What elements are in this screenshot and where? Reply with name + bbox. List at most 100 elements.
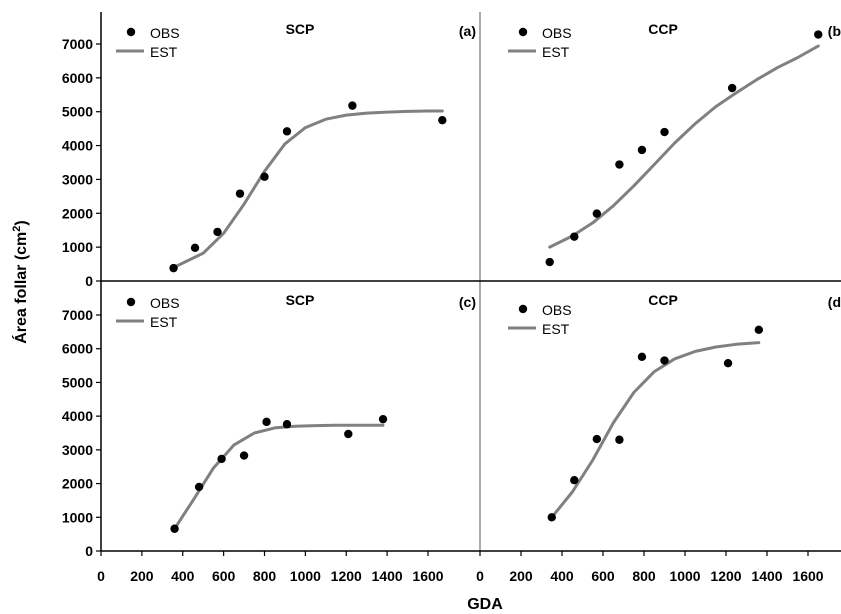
x-tick-label-200: 200 xyxy=(130,568,154,584)
y-tick-label-2000: 2000 xyxy=(62,205,93,221)
observed-point xyxy=(438,115,447,125)
y-tick-label-7000: 7000 xyxy=(62,36,93,52)
legend-observed-marker xyxy=(518,304,528,314)
y-axis-title-superscript: 2 xyxy=(11,226,23,232)
legend-observed-marker xyxy=(126,27,136,37)
panel-d: 0 200 400 600 800 1000 1200 1400 1600 CCP (d OBS EST xyxy=(476,292,841,584)
observed-point xyxy=(723,359,733,368)
legend-estimated-label: EST xyxy=(542,321,570,337)
observed-point xyxy=(348,101,357,110)
panel-c: 0 1000 2000 3000 4000 5000 6000 7000 0 200 400 600 8… xyxy=(62,292,476,584)
observed-point xyxy=(570,476,579,485)
panel-title: SCP xyxy=(286,292,315,308)
x-tick-label-800: 800 xyxy=(632,568,656,584)
y-tick-label-6000: 6000 xyxy=(62,70,93,86)
y-tick-label-4000: 4000 xyxy=(62,138,93,154)
observed-point xyxy=(592,209,602,218)
panel-title: CCP xyxy=(648,21,678,37)
panel-a: 0 1000 2000 3000 4000 5000 6000 7000 SCP (a) OBS ES… xyxy=(62,21,476,289)
legend-observed-marker xyxy=(126,297,136,307)
observed-point xyxy=(592,434,602,444)
x-tick-label-1400: 1400 xyxy=(751,568,782,584)
observed-point xyxy=(282,127,292,136)
observed-point xyxy=(378,414,388,424)
x-tick-label-1200: 1200 xyxy=(710,568,741,584)
estimated-curve xyxy=(172,109,444,269)
observed-point xyxy=(727,83,737,93)
observed-point xyxy=(282,420,292,429)
y-tick-label-6000: 6000 xyxy=(62,341,93,357)
panel-label: (c) xyxy=(459,294,476,310)
y-tick-label-5000: 5000 xyxy=(62,374,93,390)
x-tick-label-600: 600 xyxy=(212,568,236,584)
panel-label: (d xyxy=(828,294,841,310)
observed-point xyxy=(814,30,823,39)
legend-estimated-label: EST xyxy=(150,314,178,330)
x-tick-label-1400: 1400 xyxy=(372,568,403,584)
y-tick-label-4000: 4000 xyxy=(62,408,93,424)
x-tick-label-800: 800 xyxy=(253,568,277,584)
observed-point xyxy=(260,172,269,181)
observed-point xyxy=(169,263,178,273)
panel-label: (a) xyxy=(459,23,476,39)
legend-observed-label: OBS xyxy=(542,302,572,318)
y-tick-label-1000: 1000 xyxy=(62,509,93,525)
legend-estimated-label: EST xyxy=(542,44,570,60)
y-axis-title-close: ) xyxy=(13,220,30,225)
observed-point xyxy=(754,325,763,335)
observed-point xyxy=(170,524,179,533)
observed-point xyxy=(213,227,222,237)
legend-observed-marker xyxy=(518,27,528,37)
observed-point xyxy=(194,482,204,492)
panel-label: (b xyxy=(828,23,841,39)
observed-point xyxy=(545,257,554,267)
y-tick-label-2000: 2000 xyxy=(62,476,93,492)
x-tick-label-600: 600 xyxy=(591,568,615,584)
observed-point xyxy=(235,189,245,198)
x-axis-title: GDA xyxy=(467,596,503,613)
observed-point xyxy=(615,435,624,444)
x-tick-label-1000: 1000 xyxy=(290,568,321,584)
observed-point xyxy=(660,356,669,365)
panel-b: CCP (b OBS EST xyxy=(508,21,841,267)
y-axis-title: Área follar (cm2) xyxy=(11,220,30,344)
y-tick-label-3000: 3000 xyxy=(62,442,93,458)
legend-observed-label: OBS xyxy=(542,25,572,41)
panel-title: SCP xyxy=(286,21,315,37)
observed-point xyxy=(547,513,556,522)
y-tick-label-7000: 7000 xyxy=(62,307,93,323)
estimated-curve xyxy=(173,423,385,531)
x-tick-label-1000: 1000 xyxy=(669,568,700,584)
observed-point xyxy=(344,429,353,439)
observed-point xyxy=(239,451,249,460)
legend-estimated-label: EST xyxy=(150,44,178,60)
y-tick-label-1000: 1000 xyxy=(62,239,93,255)
observed-point xyxy=(637,145,647,155)
y-axis-title-main: Área follar (cm xyxy=(11,232,30,344)
observed-point xyxy=(217,454,226,464)
y-tick-label-0: 0 xyxy=(85,543,93,559)
estimated-curve xyxy=(548,44,820,249)
panel-title: CCP xyxy=(648,292,678,308)
observed-point xyxy=(660,127,669,137)
observed-point xyxy=(637,352,647,362)
observed-point xyxy=(190,243,200,253)
x-tick-label-400: 400 xyxy=(171,568,195,584)
legend-observed-label: OBS xyxy=(150,25,180,41)
x-tick-label-1200: 1200 xyxy=(331,568,362,584)
x-tick-label-1600: 1600 xyxy=(792,568,823,584)
y-tick-label-5000: 5000 xyxy=(62,104,93,120)
estimated-curve xyxy=(550,341,761,519)
legend-observed-label: OBS xyxy=(150,295,180,311)
observed-point xyxy=(570,232,579,241)
x-tick-label-0: 0 xyxy=(97,568,105,584)
y-tick-label-0: 0 xyxy=(85,273,93,289)
x-tick-label-1600: 1600 xyxy=(412,568,443,584)
observed-point xyxy=(615,160,624,169)
x-tick-label-200: 200 xyxy=(509,568,533,584)
x-tick-label-400: 400 xyxy=(550,568,574,584)
y-tick-label-3000: 3000 xyxy=(62,171,93,187)
observed-point xyxy=(262,417,271,427)
